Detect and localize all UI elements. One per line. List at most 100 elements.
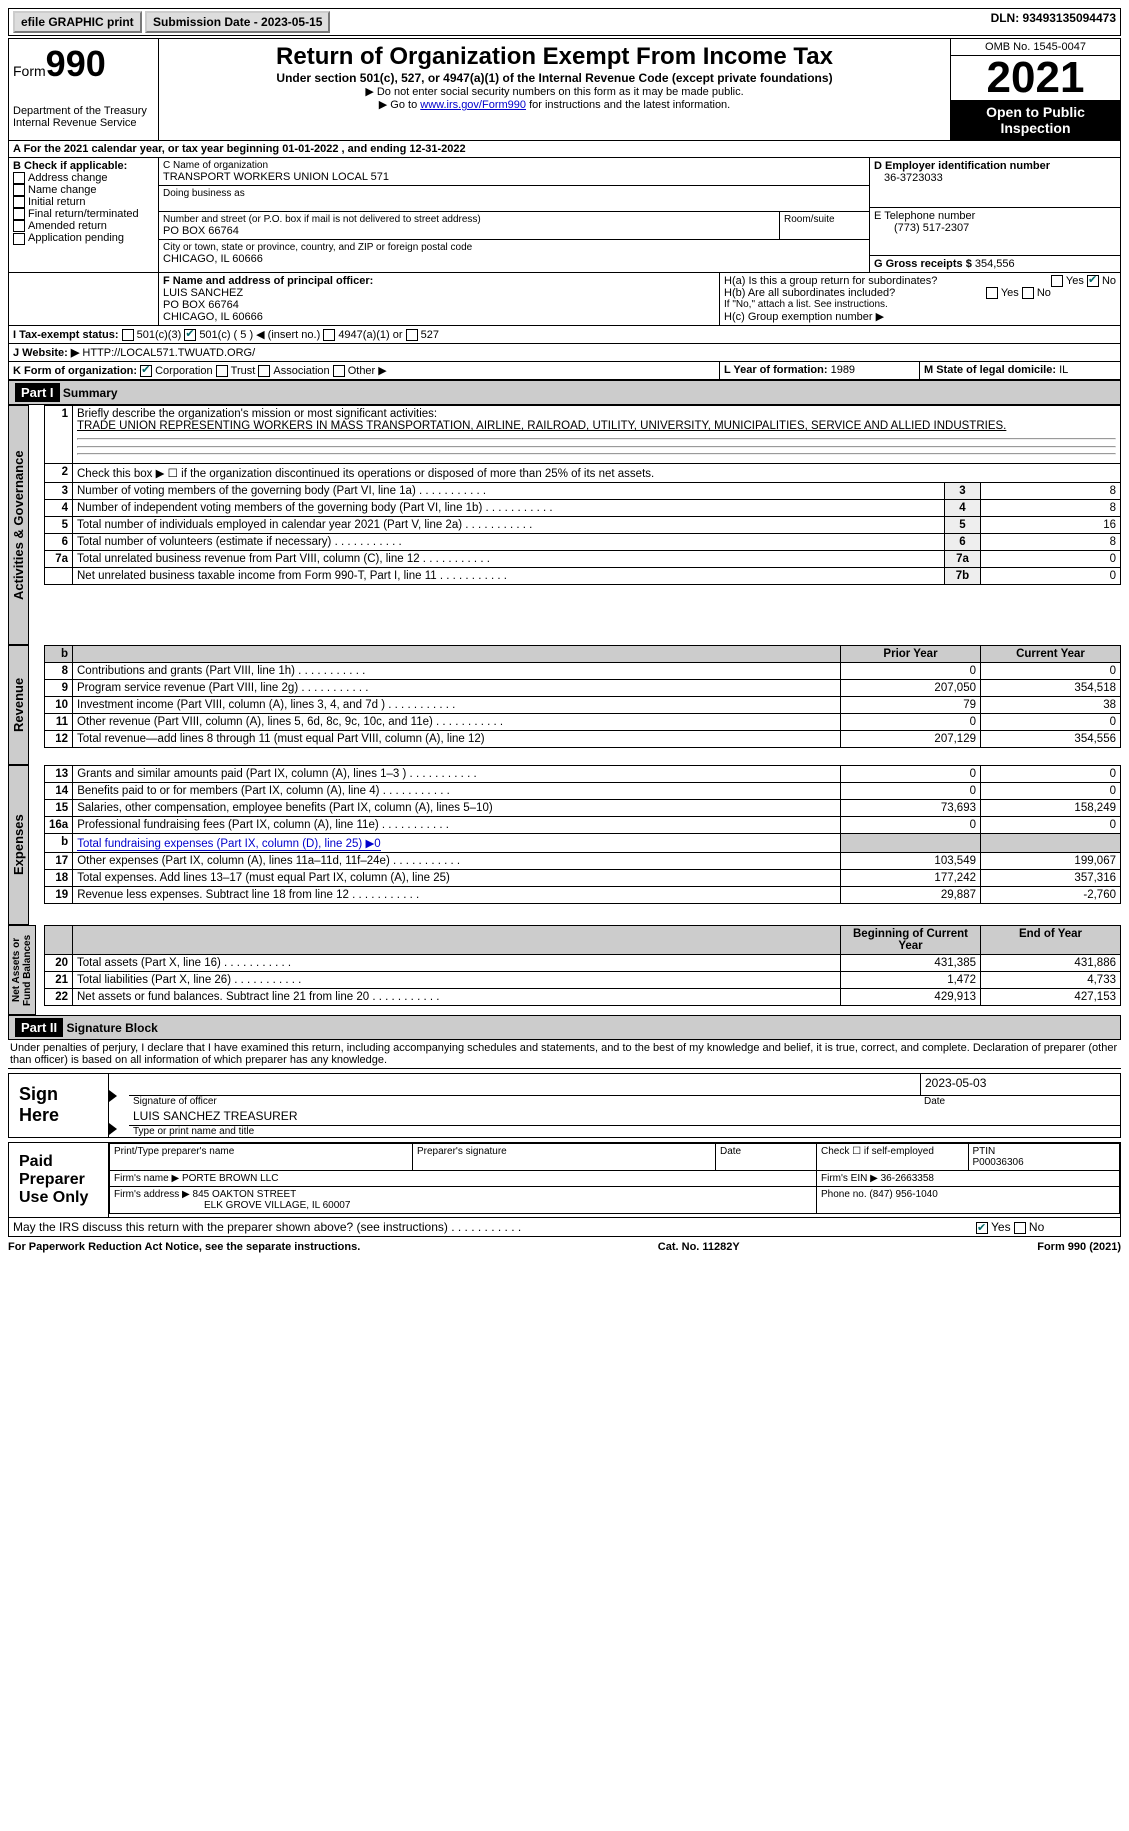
part1-header: Part I Summary	[8, 380, 1121, 405]
box-e-label: E Telephone number	[874, 210, 1116, 222]
table-row: 13Grants and similar amounts paid (Part …	[45, 766, 1121, 783]
arrow-icon	[109, 1123, 117, 1135]
phone-value: (773) 517-2307	[874, 222, 1116, 234]
line-a: A For the 2021 calendar year, or tax yea…	[8, 141, 1121, 158]
check-name[interactable]: Name change	[13, 184, 154, 196]
city-value: CHICAGO, IL 60666	[163, 253, 865, 265]
table-row: 10Investment income (Part VIII, column (…	[45, 697, 1121, 714]
officer-addr1: PO BOX 66764	[163, 299, 715, 311]
tax-year: 2021	[951, 56, 1120, 100]
tax-status-row: I Tax-exempt status: 501(c)(3) 501(c) ( …	[8, 326, 1121, 344]
room-label: Room/suite	[784, 214, 865, 225]
governance-table: 1 Briefly describe the organization's mi…	[44, 405, 1121, 585]
klm-row: K Form of organization: Corporation Trus…	[8, 362, 1121, 380]
side-governance: Activities & Governance	[8, 405, 29, 645]
footer-left: For Paperwork Reduction Act Notice, see …	[8, 1241, 360, 1253]
declaration-text: Under penalties of perjury, I declare th…	[8, 1040, 1121, 1069]
dln-label: DLN: 93493135094473	[991, 11, 1116, 25]
sig-date-value: 2023-05-03	[920, 1074, 1120, 1096]
arrow-note-1: ▶ Do not enter social security numbers o…	[163, 85, 946, 98]
check-amended[interactable]: Amended return	[13, 220, 154, 232]
top-bar: efile GRAPHIC print Submission Date - 20…	[8, 8, 1121, 36]
firm-name: PORTE BROWN LLC	[182, 1173, 279, 1184]
table-row: 3Number of voting members of the governi…	[45, 483, 1121, 500]
h-b-note: If "No," attach a list. See instructions…	[724, 299, 1116, 310]
form-number: Form990	[13, 43, 154, 85]
expenses-table: 13Grants and similar amounts paid (Part …	[44, 765, 1121, 904]
box-c-label: C Name of organization	[163, 160, 865, 171]
h-b: H(b) Are all subordinates included? Yes …	[724, 287, 1116, 299]
box-b-label: B Check if applicable:	[13, 160, 154, 172]
gross-receipts: 354,556	[975, 258, 1015, 270]
mission-text: TRADE UNION REPRESENTING WORKERS IN MASS…	[77, 420, 1006, 432]
h-c: H(c) Group exemption number ▶	[724, 310, 1116, 323]
website-row: J Website: ▶ HTTP://LOCAL571.TWUATD.ORG/	[8, 344, 1121, 362]
arrow-note-2: ▶ Go to www.irs.gov/Form990 for instruct…	[163, 98, 946, 111]
form-subtitle: Under section 501(c), 527, or 4947(a)(1)…	[163, 71, 946, 85]
firm-addr1: 845 OAKTON STREET	[193, 1189, 297, 1200]
table-row: 6Total number of volunteers (estimate if…	[45, 534, 1121, 551]
table-row: 16aProfessional fundraising fees (Part I…	[45, 817, 1121, 834]
table-row: 19Revenue less expenses. Subtract line 1…	[45, 887, 1121, 904]
discuss-no-checkbox[interactable]	[1014, 1222, 1026, 1234]
table-row: 4Number of independent voting members of…	[45, 500, 1121, 517]
side-netassets: Net Assets or Fund Balances	[8, 925, 36, 1015]
street-value: PO BOX 66764	[163, 225, 775, 237]
check-initial[interactable]: Initial return	[13, 196, 154, 208]
city-label: City or town, state or province, country…	[163, 242, 865, 253]
table-row: 17Other expenses (Part IX, column (A), l…	[45, 853, 1121, 870]
ein-value: 36-3723033	[874, 172, 1116, 184]
form-title: Return of Organization Exempt From Incom…	[163, 43, 946, 71]
officer-typed-name: LUIS SANCHEZ TREASURER	[129, 1107, 1120, 1126]
paid-preparer-label: Paid Preparer Use Only	[9, 1143, 109, 1217]
table-row: Net unrelated business taxable income fr…	[45, 568, 1121, 585]
table-row: 14Benefits paid to or for members (Part …	[45, 783, 1121, 800]
table-row: 20Total assets (Part X, line 16)431,3854…	[45, 955, 1121, 972]
form-header: Form990 Department of the Treasury Inter…	[8, 38, 1121, 141]
public-inspection: Open to Public Inspection	[951, 100, 1120, 140]
officer-block: F Name and address of principal officer:…	[8, 273, 1121, 326]
table-row: bTotal fundraising expenses (Part IX, co…	[45, 834, 1121, 853]
discuss-yes-checkbox[interactable]	[976, 1222, 988, 1234]
check-pending[interactable]: Application pending	[13, 232, 154, 244]
table-row: 15Salaries, other compensation, employee…	[45, 800, 1121, 817]
irs-label: Internal Revenue Service	[13, 117, 154, 129]
check-address[interactable]: Address change	[13, 172, 154, 184]
table-row: 5Total number of individuals employed in…	[45, 517, 1121, 534]
officer-name: LUIS SANCHEZ	[163, 287, 715, 299]
footer-mid: Cat. No. 11282Y	[658, 1241, 740, 1253]
sign-here-block: Sign Here 2023-05-03 Signature of office…	[8, 1073, 1121, 1138]
firm-ein: 36-2663358	[881, 1173, 934, 1184]
box-g-label: G Gross receipts $	[874, 258, 972, 270]
org-name: TRANSPORT WORKERS UNION LOCAL 571	[163, 171, 865, 183]
side-revenue: Revenue	[8, 645, 29, 765]
table-row: 21Total liabilities (Part X, line 26)1,4…	[45, 972, 1121, 989]
netassets-table: Beginning of Current YearEnd of Year 20T…	[44, 925, 1121, 1006]
h-a: H(a) Is this a group return for subordin…	[724, 275, 1116, 287]
dba-label: Doing business as	[163, 188, 865, 199]
table-row: 18Total expenses. Add lines 13–17 (must …	[45, 870, 1121, 887]
footer-right: Form 990 (2021)	[1037, 1241, 1121, 1253]
dept-label: Department of the Treasury	[13, 105, 154, 117]
firm-phone: (847) 956-1040	[869, 1189, 937, 1200]
arrow-icon	[109, 1090, 117, 1102]
box-f-label: F Name and address of principal officer:	[163, 275, 715, 287]
website-value: HTTP://LOCAL571.TWUATD.ORG/	[82, 347, 255, 359]
table-row: 11Other revenue (Part VIII, column (A), …	[45, 714, 1121, 731]
efile-print-button[interactable]: efile GRAPHIC print	[13, 11, 142, 33]
paid-preparer-block: Paid Preparer Use Only Print/Type prepar…	[8, 1142, 1121, 1218]
sign-here-label: Sign Here	[9, 1074, 109, 1137]
table-row: 9Program service revenue (Part VIII, lin…	[45, 680, 1121, 697]
page-footer: For Paperwork Reduction Act Notice, see …	[8, 1237, 1121, 1253]
ptin-value: P00036306	[973, 1157, 1024, 1168]
officer-addr2: CHICAGO, IL 60666	[163, 311, 715, 323]
table-row: 8Contributions and grants (Part VIII, li…	[45, 663, 1121, 680]
table-row: 22Net assets or fund balances. Subtract …	[45, 989, 1121, 1006]
form990-link[interactable]: www.irs.gov/Form990	[420, 99, 526, 111]
street-label: Number and street (or P.O. box if mail i…	[163, 214, 775, 225]
submission-date-button[interactable]: Submission Date - 2023-05-15	[145, 11, 330, 33]
table-row: 7aTotal unrelated business revenue from …	[45, 551, 1121, 568]
box-d-label: D Employer identification number	[874, 160, 1116, 172]
part2-header: Part II Signature Block	[8, 1015, 1121, 1040]
check-final[interactable]: Final return/terminated	[13, 208, 154, 220]
